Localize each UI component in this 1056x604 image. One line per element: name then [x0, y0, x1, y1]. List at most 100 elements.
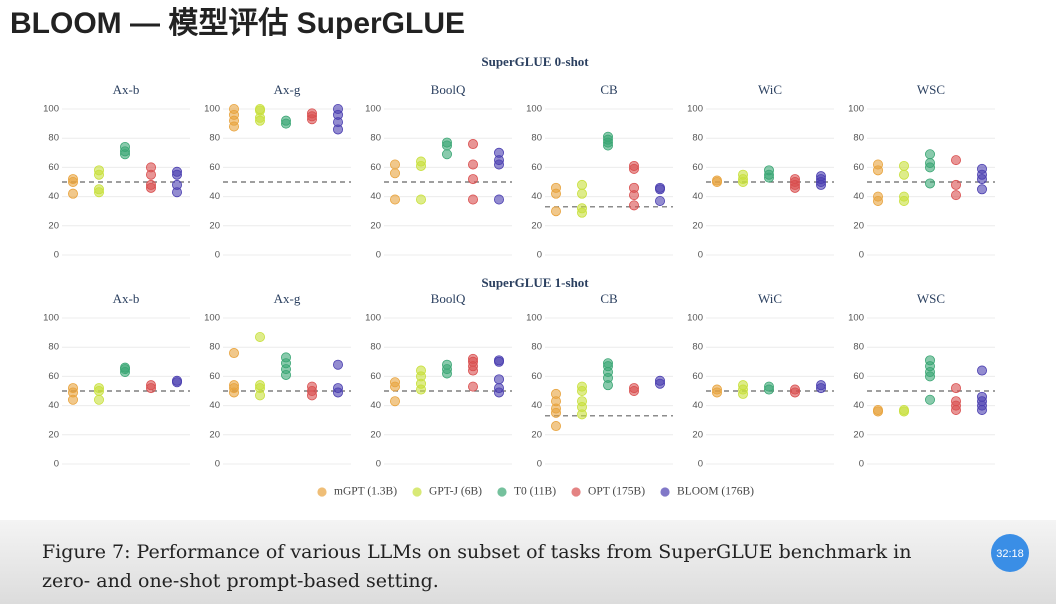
y-tick-label: 60 [531, 371, 542, 382]
y-tick-label: 60 [209, 371, 220, 382]
point [951, 396, 962, 407]
y-tick-label: 60 [853, 371, 864, 382]
y-tick-label: 100 [204, 313, 220, 324]
point [873, 159, 884, 170]
y-tick-label: 80 [853, 342, 864, 353]
y-tick-label: 80 [209, 133, 220, 144]
point [415, 365, 426, 376]
legend-marker [317, 487, 327, 497]
point [171, 166, 182, 177]
point [951, 190, 962, 201]
y-tick-label: 100 [526, 104, 542, 115]
point [145, 162, 156, 173]
y-tick-label: 100 [687, 104, 703, 115]
point [816, 380, 827, 391]
point [899, 169, 910, 180]
legend-marker [571, 487, 581, 497]
y-tick-label: 20 [209, 220, 220, 231]
y-tick-label: 100 [526, 313, 542, 324]
y-tick-label: 80 [692, 133, 703, 144]
subplot-title: WSC [917, 291, 945, 306]
point [925, 394, 936, 405]
point [493, 374, 504, 385]
legend-label: GPT-J (6B) [429, 486, 482, 498]
point [493, 383, 504, 394]
y-tick-label: 20 [531, 220, 542, 231]
y-tick-label: 40 [48, 191, 59, 202]
point [712, 384, 723, 395]
point [389, 168, 400, 179]
y-tick-label: 20 [370, 220, 381, 231]
slide-title: BLOOM — 模型评估 SuperGLUE [10, 7, 465, 40]
y-tick-label: 0 [376, 459, 381, 470]
y-tick-label: 20 [531, 429, 542, 440]
y-tick-label: 40 [209, 400, 220, 411]
point [629, 200, 640, 211]
point [280, 352, 291, 363]
point [764, 165, 775, 176]
y-tick-label: 80 [209, 342, 220, 353]
y-tick-label: 40 [853, 400, 864, 411]
point [925, 178, 936, 189]
point [171, 179, 182, 190]
point [68, 383, 79, 394]
point [415, 194, 426, 205]
legend-marker [497, 487, 507, 497]
point [120, 362, 131, 373]
y-tick-label: 20 [48, 429, 59, 440]
point [925, 355, 936, 366]
subplot-title: BoolQ [431, 291, 466, 306]
point [467, 174, 478, 185]
subplot-title: CB [600, 82, 618, 97]
point [228, 348, 239, 359]
timer: 32:18 [996, 548, 1024, 560]
point [94, 165, 105, 176]
point [68, 174, 79, 185]
legend-label: BLOOM (176B) [677, 486, 754, 498]
point [415, 156, 426, 167]
point [764, 381, 775, 392]
subplot-title: BoolQ [431, 82, 466, 97]
y-tick-label: 40 [370, 400, 381, 411]
point [577, 179, 588, 190]
point [551, 388, 562, 399]
subplot-title: Ax-g [274, 82, 301, 97]
point [977, 184, 988, 195]
caption-line: Figure 7: Performance of various LLMs on… [42, 541, 911, 563]
point [228, 380, 239, 391]
point [145, 380, 156, 391]
y-tick-label: 60 [692, 371, 703, 382]
y-tick-label: 20 [48, 220, 59, 231]
y-tick-label: 80 [692, 342, 703, 353]
point [467, 194, 478, 205]
y-tick-label: 40 [692, 191, 703, 202]
y-tick-label: 60 [853, 162, 864, 173]
legend-label: mGPT (1.3B) [334, 486, 397, 498]
point [332, 383, 343, 394]
point [280, 115, 291, 126]
y-tick-label: 0 [698, 459, 703, 470]
subplot-title: WSC [917, 82, 945, 97]
y-tick-label: 80 [853, 133, 864, 144]
point [629, 160, 640, 171]
point [951, 155, 962, 166]
y-tick-label: 80 [48, 342, 59, 353]
subplot-title: WiC [758, 291, 782, 306]
y-tick-label: 60 [692, 162, 703, 173]
y-tick-label: 60 [370, 371, 381, 382]
y-tick-label: 40 [209, 191, 220, 202]
y-tick-label: 0 [537, 250, 542, 261]
y-tick-label: 60 [531, 162, 542, 173]
point [389, 194, 400, 205]
point [254, 331, 265, 342]
y-tick-label: 0 [537, 459, 542, 470]
y-tick-label: 0 [698, 250, 703, 261]
subplot-title: CB [600, 291, 618, 306]
point [171, 375, 182, 386]
point [145, 179, 156, 190]
legend-marker [412, 487, 422, 497]
point [306, 381, 317, 392]
point [551, 421, 562, 432]
point [738, 380, 749, 391]
point [951, 383, 962, 394]
